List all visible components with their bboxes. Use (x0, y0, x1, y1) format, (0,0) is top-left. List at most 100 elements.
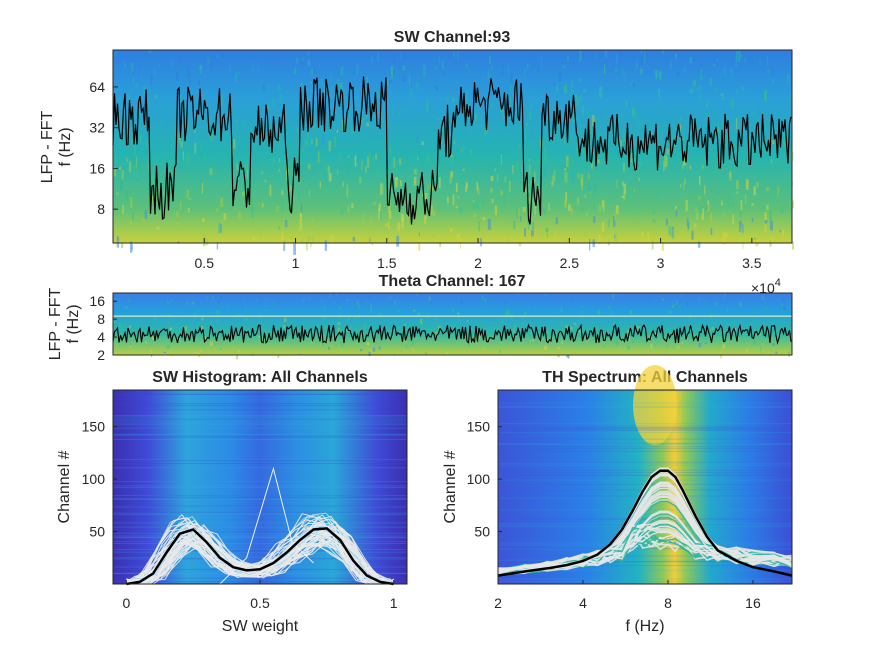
sw-spectrogram-pixel (307, 164, 311, 170)
sw-spectrogram-pixel (301, 147, 304, 153)
sw-spectrogram-pixel (480, 176, 482, 187)
sw-spectrogram-pixel (459, 170, 461, 181)
sw-spectrogram-pixel (576, 147, 580, 157)
sw-spectrogram-pixel (576, 197, 580, 206)
sw-spectrogram-pixel (744, 58, 747, 62)
theta-spectrogram-pixel (506, 310, 509, 315)
sw-spectrogram-pixel (682, 164, 684, 169)
th-spectrum-row-stripe (498, 561, 792, 563)
sw-spectrogram-pixel (133, 100, 135, 106)
sw-histogram-row-stripe (113, 497, 407, 499)
theta-spectrogram-pixel (560, 307, 563, 312)
th-spectrum-row-stripe (498, 448, 792, 450)
sw-spectrogram-pixel (755, 234, 759, 247)
sw-spectrogram-pixel (276, 205, 279, 212)
sw-spectrogram-pixel (465, 186, 468, 193)
sw-spectrogram-pixel (740, 200, 743, 211)
sw-spectrogram-pixel (633, 83, 635, 87)
theta-spectrogram-pixel (686, 336, 689, 340)
sw-spectrogram-pixel (500, 190, 503, 196)
sw-spectrogram-pixel (138, 109, 141, 116)
sw-spectrogram-pixel (764, 224, 767, 233)
sw-spectrogram-pixel (252, 236, 255, 243)
theta-spectrogram-pixel (325, 312, 327, 316)
th-spectrum-row-stripe (498, 569, 792, 571)
sw-spectrogram-pixel (115, 192, 119, 195)
sw-spectrogram-pixel (689, 89, 692, 93)
sw-x-tick-label: 0.5 (195, 255, 215, 271)
sw-histogram-row-stripe (113, 557, 407, 559)
theta-spectrogram-pixel (788, 351, 790, 357)
sw-spectrogram-pixel (132, 165, 135, 177)
sw-histogram-outlier-line (219, 466, 314, 585)
th-spectrum-row-stripe (498, 429, 792, 431)
theta-spectrogram-pixel (677, 311, 681, 317)
th-spectrum-row-stripe (498, 462, 792, 464)
sw-histogram-row-stripe (113, 433, 407, 435)
sw-spectrogram-pixel (621, 195, 625, 199)
theta-spectrogram-pixel (513, 324, 517, 330)
theta-spectrogram-pixel (346, 298, 349, 301)
sw-spectrogram-pixel (566, 239, 568, 244)
sw-spectrogram-pixel (631, 108, 633, 112)
sw-spectrogram-pixel (223, 213, 227, 220)
sw-spectrogram-pixel (541, 233, 544, 240)
sw-spectrogram-pixel (286, 189, 289, 197)
th-spectrum-row-stripe (498, 475, 792, 477)
sw-spectrogram-pixel (529, 111, 531, 120)
theta-spectrogram-pixel (283, 318, 287, 322)
sw-spectrogram-pixel (663, 160, 665, 172)
sw-spectrogram-pixel (165, 122, 168, 128)
sw-spectrogram-pixel (715, 87, 717, 91)
th-spectrum-row-stripe (498, 402, 792, 404)
sw-spectrogram-pixel (616, 180, 618, 188)
sw-spectrogram-pixel (603, 200, 605, 212)
sw-spectrogram-pixel (779, 114, 782, 119)
sw-histogram-channel-line (131, 533, 394, 585)
sw-spectrogram-pixel (482, 72, 484, 85)
sw-spectrogram-pixel (337, 169, 339, 175)
sw-spectrogram-pixel (185, 153, 188, 165)
theta-spectrogram-pixel (322, 343, 326, 346)
sw-spectrogram-pixel (497, 173, 499, 183)
th-spectrum-row-stripe (498, 519, 792, 521)
theta-spectrogram-pixel (125, 353, 128, 356)
sw-spectrogram-pixel (338, 152, 341, 164)
sw-spectrogram-pixel (126, 93, 130, 102)
sw-spectrogram-pixel (551, 230, 554, 235)
sw-spectrogram-pixel (261, 171, 264, 174)
sw-spectrogram-pixel (462, 168, 465, 171)
sw-spectrogram-pixel (307, 59, 310, 67)
theta-spectrogram-pixel (266, 309, 268, 311)
sw-histogram-row-stripe (113, 422, 407, 424)
sw-spectrogram-pixel (698, 94, 701, 102)
sw-spectrogram-pixel (173, 61, 175, 66)
sw-ylabel-line2: f (Hz) (57, 127, 74, 166)
sw-spectrogram-pixel (443, 71, 445, 75)
sw-spectrogram-pixel (526, 64, 529, 68)
sw-spectrogram-pixel (572, 109, 576, 122)
sw-spectrogram-pixel (250, 180, 253, 193)
theta-spectrogram-pixel (266, 303, 268, 307)
sw-spectrogram-pixel (752, 171, 754, 178)
sw-spectrogram-pixel (508, 180, 511, 193)
sw-spectrogram-pixel (672, 229, 676, 240)
theta-spectrogram-pixel (631, 320, 633, 323)
sw-spectrogram-pixel (340, 66, 344, 76)
sw-spectrogram-pixel (699, 67, 701, 77)
sw-spectrogram-pixel (307, 236, 311, 242)
sw-x-exponent: ×104 (751, 277, 781, 296)
sw-spectrogram-pixel (735, 58, 738, 68)
sw-histogram-row-stripe (113, 551, 407, 553)
sw-spectrogram-pixel (739, 220, 742, 232)
sw-spectrogram-pixel (518, 207, 520, 217)
theta-spectrogram-pixel (368, 295, 371, 299)
sw-spectrogram-pixel (210, 129, 213, 141)
theta-spectrogram-pixel (733, 328, 737, 331)
theta-spectrogram-pixel (324, 306, 326, 311)
sw-spectrogram-pixel (701, 208, 704, 220)
sw-spectrogram-pixel (170, 58, 173, 67)
sw-spectrogram-pixel (114, 155, 116, 164)
sw-spectrogram-pixel (504, 176, 506, 183)
